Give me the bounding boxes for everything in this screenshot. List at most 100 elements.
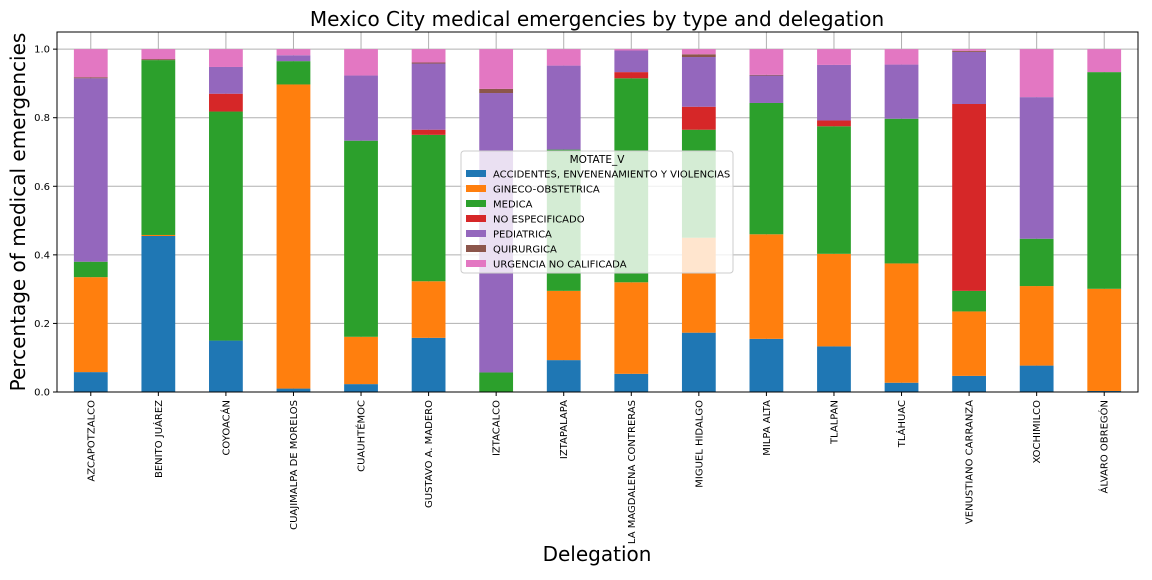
y-tick-label: 0.4 [34, 250, 50, 261]
bar-segment [749, 234, 784, 339]
x-tick-label: IZTACALCO [492, 400, 503, 456]
bar-segment [749, 74, 784, 76]
bar-segment [209, 93, 243, 112]
y-axis: 0.0 0.2 0.4 0.6 0.8 1.0 [34, 45, 57, 399]
bar-segment [344, 140, 378, 337]
bar-segment [614, 50, 649, 73]
bar-segment [276, 49, 311, 56]
legend-swatch [466, 215, 486, 222]
bar-segment [276, 55, 311, 62]
bar-segment [817, 126, 851, 254]
bar-segment [1087, 288, 1122, 391]
bar-segment [209, 111, 243, 341]
x-tick-label: CUAUHTÉMOC [355, 400, 368, 472]
legend-label: NO ESPECIFICADO [493, 215, 585, 226]
bar-segment [209, 66, 243, 94]
bar-segment [952, 290, 986, 312]
legend-frame [460, 150, 734, 274]
bar-segment [411, 62, 446, 64]
bar-segment [344, 384, 378, 392]
bar-segment [209, 49, 243, 67]
legend-swatch [466, 185, 486, 192]
bar-segment [73, 277, 108, 373]
legend-swatch [466, 170, 486, 177]
bar-segment [1019, 238, 1054, 287]
x-tick-label: AZCAPOTZALCO [86, 400, 97, 482]
legend-items: ACCIDENTES, ENVENENAMIENTO Y VIOLENCIAS G… [466, 170, 730, 271]
y-tick-label: 0.0 [34, 388, 50, 399]
legend-label: GINECO-OBSTETRICA [493, 185, 600, 196]
bar-segment [817, 253, 851, 347]
bar-segment [884, 49, 919, 65]
bar-segment [681, 106, 716, 130]
legend-label: MEDICA [493, 200, 533, 211]
bar-segment [479, 372, 514, 392]
bar-segment [546, 65, 581, 150]
bar-segment [681, 57, 716, 107]
bar-segment [546, 49, 581, 66]
bar-segment [209, 340, 243, 392]
x-tick-label: IZTAPALAPA [559, 400, 570, 459]
bar-segment [411, 337, 446, 392]
x-axis: AZCAPOTZALCO BENITO JUÁREZ COYOACÁN CUAJIMA… [86, 392, 1111, 544]
bar-segment [614, 72, 649, 79]
legend-swatch [466, 260, 486, 267]
bar-segment [1087, 390, 1122, 392]
bar-segment [546, 360, 581, 392]
bar-segment [73, 77, 108, 79]
bar-segment [73, 78, 108, 262]
x-tick-label: TLALPAN [829, 400, 840, 445]
x-tick-label: COYOACÁN [219, 400, 232, 456]
bar-segment [952, 311, 986, 376]
bar-segment [884, 263, 919, 383]
bar-segment [73, 49, 108, 78]
bar-segment [344, 49, 378, 76]
legend-title: MOTATE_V [570, 154, 626, 166]
bar-segment [546, 290, 581, 361]
bar-segment [276, 61, 311, 85]
bar-segment [952, 49, 986, 51]
legend-swatch [466, 200, 486, 207]
plot-frame [56, 31, 1139, 393]
bar-segment [141, 236, 176, 392]
bar-segment [749, 75, 784, 103]
bar-segment [681, 49, 716, 55]
bar-segment [817, 64, 851, 121]
y-tick-label: 0.8 [34, 113, 50, 124]
bar-segment [73, 372, 108, 392]
bar-segment [479, 88, 514, 94]
bar-segment [817, 346, 851, 392]
bar-segment [276, 388, 311, 392]
legend-label: QUIRURGICA [493, 245, 557, 256]
x-tick-label: LA MAGDALENA CONTRERAS [627, 400, 638, 544]
x-tick-label: TLÁHUAC [895, 400, 908, 448]
x-axis-label: Delegation [543, 542, 652, 566]
bar-segment [141, 234, 176, 236]
bar-segment [952, 375, 986, 392]
bar-segment [952, 51, 986, 104]
bar-segment [952, 50, 986, 52]
y-tick-label: 0.6 [34, 182, 50, 193]
bar-segment [817, 120, 851, 127]
bar-segment [952, 104, 986, 291]
bar-segment [749, 49, 784, 75]
bar-segment [411, 134, 446, 282]
bar-segment [141, 49, 176, 60]
y-tick-label: 0.2 [34, 319, 50, 330]
legend: MOTATE_V ACCIDENTES, ENVENENAMIENTO Y VI… [460, 150, 734, 274]
chart-title: Mexico City medical emergencies by type … [310, 7, 884, 31]
bar-segment [1019, 49, 1054, 98]
bar-segment [141, 60, 176, 235]
legend-label: PEDIATRICA [493, 230, 552, 241]
bar-segment [411, 281, 446, 338]
bar-segment [884, 64, 919, 119]
bar-segment [411, 129, 446, 135]
bar-segment [344, 75, 378, 141]
x-tick-label: XOCHIMILCO [1032, 400, 1043, 464]
x-tick-label: CUAJIMALPA DE MORELOS [289, 400, 300, 530]
bar-segment [614, 49, 649, 51]
x-tick-label: MILPA ALTA [762, 400, 773, 456]
bar-segment [614, 373, 649, 392]
